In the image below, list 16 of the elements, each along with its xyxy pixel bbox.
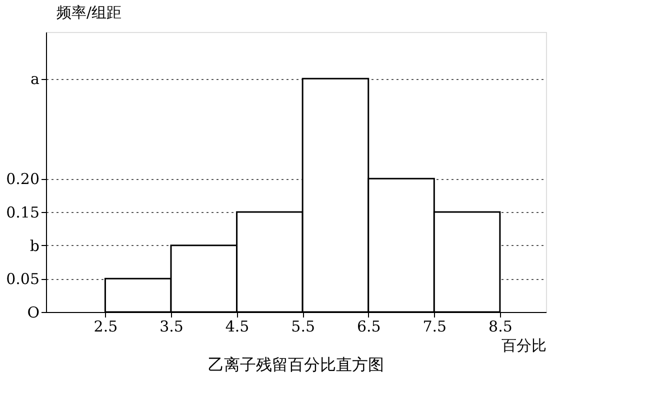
x-tick-label: 6.5 — [356, 318, 381, 336]
x-tick-label: 4.5 — [225, 318, 250, 336]
x-tick-label: 5.5 — [291, 318, 316, 336]
text: 乙离子残留百分比直方图 — [208, 355, 384, 374]
y-tick-label: b — [30, 236, 40, 255]
y-tick-label: 0.05 — [6, 270, 40, 288]
x-tick-label: 2.5 — [94, 318, 118, 336]
y-tick-label: 0.15 — [6, 204, 40, 222]
y-tick-label: 0.20 — [6, 170, 40, 188]
x-tick-label: 3.5 — [160, 318, 184, 336]
y-tick-label: a — [30, 70, 40, 88]
y-axis-title: 频率/组距 — [56, 4, 122, 22]
x-tick-label: 7.5 — [422, 318, 447, 336]
x-axis-title: 百分比 — [502, 336, 546, 354]
y-tick-label: O — [27, 304, 40, 322]
x-tick-label: 8.5 — [488, 318, 512, 336]
